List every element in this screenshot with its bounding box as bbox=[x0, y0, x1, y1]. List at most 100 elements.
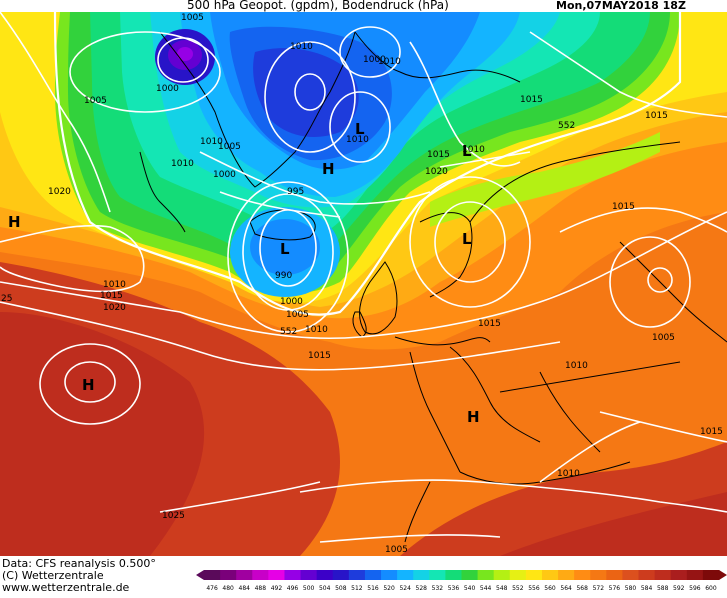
colorbar-legend: 476 480 484 488 492 496 500 504 508 512 516 520 524 5… bbox=[196, 570, 727, 593]
colorbar-tick-label: 532 bbox=[432, 585, 444, 592]
isobar-label: 1025 bbox=[162, 511, 185, 521]
isobar-label: 1015 bbox=[520, 95, 543, 105]
colorbar-swatch bbox=[461, 570, 479, 580]
colorbar-tick-label: 480 bbox=[222, 585, 234, 592]
colorbar-tick-label: 504 bbox=[319, 585, 331, 592]
isobar-label: 1015 bbox=[645, 111, 668, 121]
colorbar-swatch bbox=[332, 570, 350, 580]
isobars bbox=[0, 12, 727, 543]
colorbar-swatch bbox=[670, 570, 688, 580]
colorbar-swatch bbox=[381, 570, 398, 580]
colorbar-arrow-left bbox=[196, 570, 204, 580]
pressure-center-H: H bbox=[467, 408, 480, 426]
field-high-southeast-core bbox=[500, 492, 727, 556]
colorbar-tick-label: 564 bbox=[560, 585, 572, 592]
colorbar-arrow-right bbox=[719, 570, 727, 580]
isobar-label: 1005 bbox=[181, 13, 204, 23]
isobar-label: 1015 bbox=[100, 291, 123, 301]
colorbar-swatch bbox=[686, 570, 704, 580]
field-scandinavia-green bbox=[430, 132, 660, 227]
colorbar-tick-label: 484 bbox=[239, 585, 251, 592]
isobar-label: 1000 bbox=[363, 55, 386, 65]
isobar-label: 1010 bbox=[305, 325, 328, 335]
colorbar-swatch bbox=[622, 570, 640, 580]
isobar-label: 1010 bbox=[462, 145, 485, 155]
isobar-label: 1000 bbox=[213, 170, 236, 180]
colorbar-swatch bbox=[541, 570, 559, 580]
isobar-label: 1000 bbox=[280, 297, 303, 307]
colorbar-swatch bbox=[300, 570, 318, 580]
colorbar-swatch bbox=[558, 570, 575, 580]
pressure-center-L: L bbox=[355, 120, 365, 138]
isobar-label: 1015 bbox=[308, 351, 331, 361]
colorbar-tick-label: 580 bbox=[625, 585, 637, 592]
contour-label: 552 bbox=[280, 327, 297, 337]
pressure-center-L: L bbox=[280, 240, 290, 258]
colorbar-swatch bbox=[638, 570, 656, 580]
isobar-label: 995 bbox=[287, 187, 304, 197]
colorbar-tick-label: 488 bbox=[255, 585, 267, 592]
colorbar-tick-label: 588 bbox=[657, 585, 669, 592]
isobar-label: 1010 bbox=[171, 159, 194, 169]
colorbar-swatch bbox=[204, 570, 221, 580]
map-title: 500 hPa Geopot. (gpdm), Bodendruck (hPa) bbox=[187, 0, 449, 12]
colorbar-tick-label: 584 bbox=[641, 585, 653, 592]
colorbar-tick-label: 544 bbox=[480, 585, 492, 592]
isobar-label: 1010 bbox=[346, 135, 369, 145]
colorbar-tick-label: 520 bbox=[383, 585, 395, 592]
contour-label: 552 bbox=[558, 121, 575, 131]
colorbar-tick-label: 492 bbox=[271, 585, 283, 592]
colorbar-tick-label: 600 bbox=[705, 585, 717, 592]
colorbar-swatch bbox=[316, 570, 334, 580]
colorbar-swatch bbox=[654, 570, 672, 580]
isobar-labels: 1005 1010 1000 1005 1010 1020 1005 1000 … bbox=[1, 13, 723, 555]
colorbar-tick-label: 500 bbox=[303, 585, 315, 592]
colorbar-tick-label: 528 bbox=[416, 585, 428, 592]
pressure-center-L: L bbox=[462, 142, 472, 160]
isobar-label: 1015 bbox=[700, 427, 723, 437]
isobar-label: 1005 bbox=[652, 333, 675, 343]
isobar-label: 1020 bbox=[48, 187, 71, 197]
pressure-center-H: H bbox=[322, 160, 335, 178]
isobar-label: 1005 bbox=[286, 310, 309, 320]
isobar-label: 1010 bbox=[290, 42, 313, 52]
colorbar-swatch bbox=[236, 570, 253, 580]
isobar-label: 25 bbox=[1, 294, 12, 304]
field-greenland-low-center bbox=[177, 47, 193, 61]
field-low-iceland-core bbox=[250, 219, 320, 275]
isobar-label: 1020 bbox=[425, 167, 448, 177]
colorbar-tick-label: 536 bbox=[448, 585, 460, 592]
field-high-core bbox=[0, 312, 205, 556]
isobar-label: 1015 bbox=[427, 150, 450, 160]
isobar-label: 1010 bbox=[200, 137, 223, 147]
pressure-center-H: H bbox=[82, 376, 95, 394]
colorbar-tick-label: 516 bbox=[367, 585, 379, 592]
colorbar-tick-label: 524 bbox=[399, 585, 411, 592]
colorbar-swatch bbox=[220, 570, 237, 580]
colorbar-tick-label: 556 bbox=[528, 585, 540, 592]
pressure-center-L: L bbox=[462, 230, 472, 248]
isobar-label: 1015 bbox=[612, 202, 635, 212]
colorbar-swatch bbox=[284, 570, 302, 580]
colorbar-swatch bbox=[268, 570, 285, 580]
website-text: www.wetterzentrale.de bbox=[2, 581, 130, 594]
isobar-label: 1010 bbox=[557, 469, 580, 479]
colorbar-tick-label: 568 bbox=[576, 585, 588, 592]
colorbar-tick-label: 596 bbox=[689, 585, 701, 592]
colorbar-swatch bbox=[348, 570, 366, 580]
colorbar-tick-label: 476 bbox=[206, 585, 218, 592]
isobar-label: 1000 bbox=[156, 84, 179, 94]
isobar-label: 1010 bbox=[103, 280, 126, 290]
coastlines bbox=[139, 31, 727, 543]
colorbar-swatch bbox=[477, 570, 495, 580]
isobar-label: 1015 bbox=[478, 319, 501, 329]
colorbar-swatch bbox=[606, 570, 623, 580]
isobar-label: 1010 bbox=[378, 57, 401, 67]
colorbar-tick-label: 548 bbox=[496, 585, 508, 592]
colorbar-tick-label: 560 bbox=[544, 585, 556, 592]
colorbar-tick-label: 540 bbox=[464, 585, 476, 592]
colorbar-swatch bbox=[574, 570, 591, 580]
contour-552 bbox=[53, 12, 682, 316]
colorbar-tick-label: 552 bbox=[512, 585, 524, 592]
isobar-label: 990 bbox=[275, 271, 292, 281]
